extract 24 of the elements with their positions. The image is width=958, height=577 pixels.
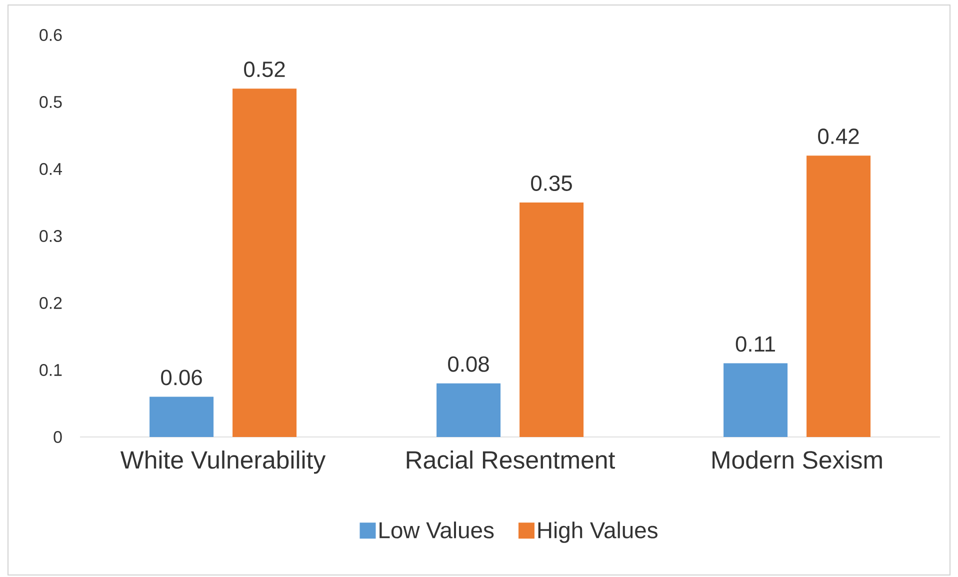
y-tick-label: 0.6 (40, 28, 62, 41)
bar (150, 396, 214, 437)
y-tick-label: 0.4 (40, 162, 62, 175)
y-tick-label: 0.3 (40, 230, 62, 242)
bar (232, 88, 297, 437)
y-tick-label: 0.2 (40, 296, 62, 309)
bar (520, 202, 584, 437)
x-tick-label: Racial Resentment (406, 450, 615, 469)
data-label: 0.35 (531, 175, 572, 191)
data-label: 0.11 (736, 336, 775, 352)
legend-label: Low Values (380, 522, 494, 538)
bar (806, 156, 871, 437)
data-label: 0.08 (448, 356, 489, 372)
bar (436, 383, 501, 437)
y-tick-label: 0.1 (40, 364, 62, 376)
data-label: 0.42 (818, 128, 859, 144)
y-tick-label: 0.5 (40, 96, 62, 108)
x-tick-label: White Vulnerability (120, 450, 326, 474)
x-tick-label: Modern Sexism (712, 450, 882, 469)
y-tick-label: 0 (54, 430, 62, 443)
data-label: 0.52 (244, 62, 285, 78)
data-label: 0.06 (161, 370, 202, 386)
legend-label: High Values (538, 522, 658, 543)
bar (724, 363, 788, 437)
